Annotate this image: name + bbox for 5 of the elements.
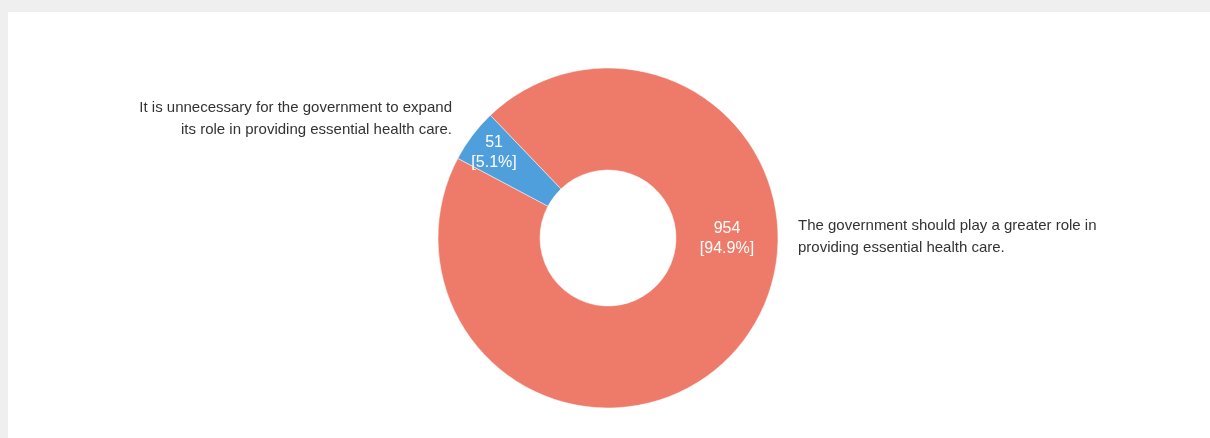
donut-slice [457, 115, 562, 207]
slice-label: The government should play a greater role in providing essential health care. [798, 216, 1097, 255]
data-label: 954 [94.9%] [699, 219, 755, 256]
slice-label: It is unnecessary for the government to expand its role in providing essential health care. [139, 98, 452, 137]
data-label: 51 [5.1%] [471, 132, 517, 170]
